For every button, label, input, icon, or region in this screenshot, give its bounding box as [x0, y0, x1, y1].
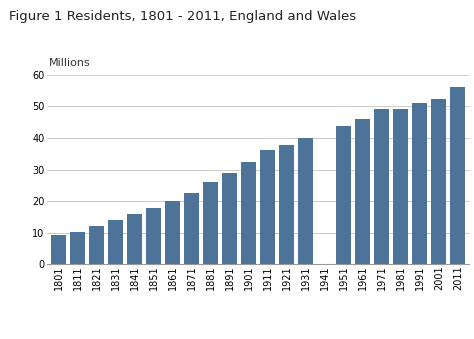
Bar: [260, 150, 275, 264]
Bar: [70, 232, 85, 264]
Bar: [222, 173, 237, 264]
Bar: [51, 235, 66, 264]
Bar: [279, 144, 294, 264]
Bar: [108, 220, 123, 264]
Bar: [336, 126, 351, 264]
Bar: [450, 87, 465, 264]
Bar: [393, 109, 409, 264]
Text: Millions: Millions: [49, 58, 91, 68]
Bar: [89, 226, 104, 264]
Bar: [165, 201, 181, 264]
Bar: [241, 162, 256, 264]
Bar: [355, 119, 371, 264]
Bar: [146, 208, 162, 264]
Bar: [184, 193, 200, 264]
Bar: [203, 182, 219, 264]
Bar: [431, 99, 447, 264]
Bar: [374, 109, 390, 264]
Bar: [127, 214, 142, 264]
Bar: [298, 138, 313, 264]
Bar: [412, 103, 428, 264]
Text: Figure 1 Residents, 1801 - 2011, England and Wales: Figure 1 Residents, 1801 - 2011, England…: [9, 10, 356, 23]
